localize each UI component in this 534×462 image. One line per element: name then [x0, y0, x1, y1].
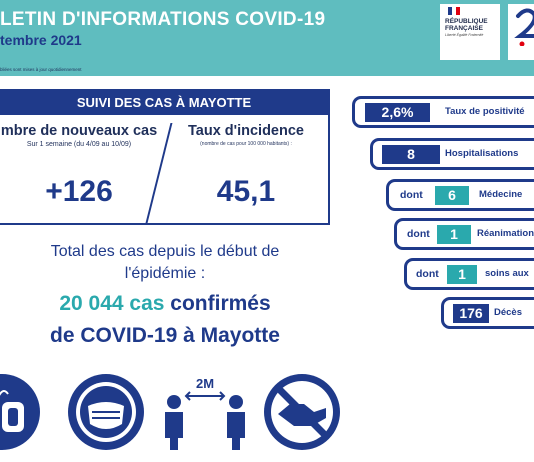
hospital-value: 8: [382, 145, 440, 164]
rf-motto: Liberté Égalité Fraternité: [445, 33, 484, 37]
soins-label: soins aux: [485, 268, 529, 279]
page-title: LETIN D'INFORMATIONS COVID-19: [0, 9, 326, 30]
mask-icon: [66, 372, 146, 452]
medecine-indicator: dont 6 Médecine: [386, 179, 534, 211]
update-note: bliées sont mises à jour quotidiennement: [0, 67, 82, 72]
medecine-label: Médecine: [479, 189, 523, 200]
new-cases-label: mbre de nouveaux cas: [0, 123, 158, 139]
total-confirmed-label: confirmés: [164, 292, 271, 315]
deces-value: 176: [453, 304, 489, 323]
total-count: 20 044 cas confirmés: [0, 292, 330, 316]
bulletin-date: tembre 2021: [0, 32, 82, 48]
reanimation-indicator: dont 1 Réanimation: [394, 218, 534, 250]
total-text-line4: de COVID-19 à Mayotte: [50, 324, 280, 347]
incidence-value: 45,1: [216, 175, 276, 208]
ars-logo: [508, 4, 534, 60]
rf-label: RÉPUBLIQUE FRANÇAISE: [445, 18, 488, 32]
republique-francaise-logo: RÉPUBLIQUE FRANÇAISE Liberté Égalité Fra…: [440, 4, 500, 60]
total-count-value: 20 044 cas: [59, 292, 165, 315]
hand-washing-icon: [0, 372, 42, 452]
new-cases-value: +126: [45, 175, 113, 208]
reanimation-value: 1: [437, 225, 471, 244]
no-handshake-icon: [262, 372, 342, 452]
header-banner: LETIN D'INFORMATIONS COVID-19 tembre 202…: [0, 0, 534, 76]
medecine-value: 6: [435, 186, 469, 205]
total-text-line2: l'épidémie :: [124, 265, 206, 282]
distance-2m-icon: 2M: [160, 372, 250, 452]
distance-label: 2M: [196, 376, 214, 391]
soins-value: 1: [447, 265, 477, 284]
suivi-heading: SUIVI DES CAS À MAYOTTE: [0, 91, 328, 115]
ars-logo-icon: [514, 6, 534, 53]
hospital-label: Hospitalisations: [445, 148, 519, 159]
deces-label: Décès: [494, 307, 522, 318]
reanimation-prefix: dont: [407, 228, 430, 240]
total-text-line1: Total des cas depuis le début de: [50, 243, 280, 260]
positivity-label: Taux de positivité: [445, 106, 525, 117]
reanimation-label: Réanimation: [477, 228, 534, 239]
medecine-prefix: dont: [400, 189, 423, 201]
hospital-indicator: 8 Hospitalisations: [370, 138, 534, 170]
positivity-indicator: 2,6% Taux de positivité: [352, 96, 534, 128]
incidence-note: (nombre de cas pour 100 000 habitants) :: [200, 141, 292, 147]
incidence-label: Taux d'incidence: [188, 123, 304, 139]
french-flag-icon: [448, 7, 460, 15]
soins-prefix: dont: [416, 268, 439, 280]
new-cases-period: Sur 1 semaine (du 4/09 au 10/09): [26, 141, 132, 148]
positivity-value: 2,6%: [365, 103, 430, 122]
suivi-cas-panel: SUIVI DES CAS À MAYOTTE mbre de nouveaux…: [0, 89, 330, 225]
soins-indicator: dont 1 soins aux: [404, 258, 534, 290]
deces-indicator: 176 Décès: [441, 297, 534, 329]
